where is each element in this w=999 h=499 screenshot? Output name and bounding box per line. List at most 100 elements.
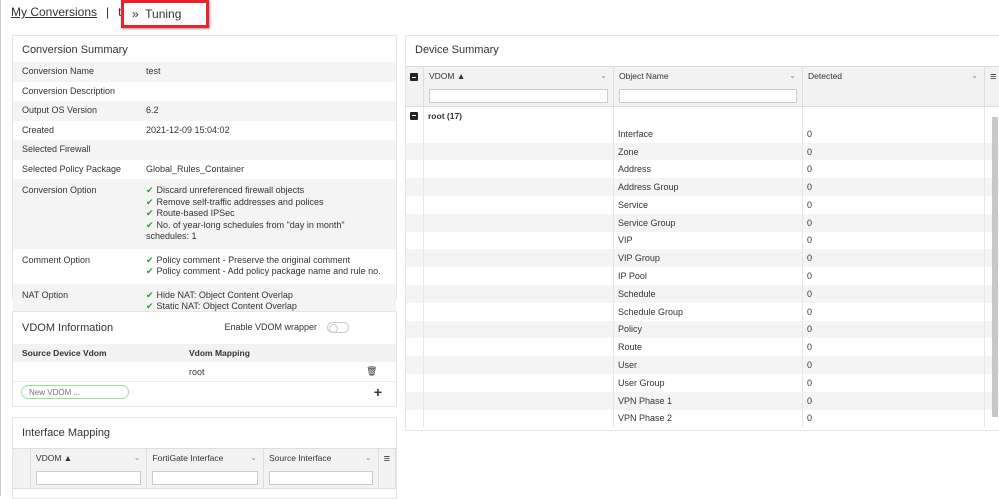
menu-icon[interactable]: ≡ (379, 449, 396, 488)
check-icon: ✔ (146, 208, 154, 218)
option-item: Hide NAT: Object Content Overlap (156, 289, 293, 300)
detected-count: 0 (803, 284, 985, 303)
panel-title: Device Summary (415, 44, 499, 56)
vdom-info-panel: VDOM Information Enable VDOM wrapper Sou… (12, 311, 397, 407)
table-row[interactable]: Zone 0 (406, 142, 999, 161)
filter-vdom[interactable] (35, 471, 142, 485)
option-item: Static NAT: Object Content Overlap (156, 301, 297, 311)
table-row[interactable]: Address 0 (406, 160, 999, 179)
table-row[interactable]: Schedule 0 (406, 284, 999, 303)
summary-row: Output OS Version 6.2 (13, 101, 396, 121)
table-row[interactable]: Service 0 (406, 195, 999, 214)
option-item: Discard unreferenced firewall objects (156, 185, 305, 195)
table-row[interactable]: Route 0 (406, 338, 999, 357)
object-name: Policy (614, 320, 803, 339)
col-detected[interactable]: Detected ⌄ (803, 67, 985, 106)
summary-label: Selected Firewall (22, 144, 91, 154)
check-icon: ✔ (146, 289, 154, 300)
object-name: User Group (614, 373, 803, 392)
table-row[interactable]: Schedule Group 0 (406, 302, 999, 321)
summary-value: 6.2 (146, 105, 159, 115)
detected-count: 0 (803, 231, 985, 250)
detected-count: 0 (803, 267, 985, 285)
filter-object-name[interactable] (619, 89, 797, 103)
panel-title: VDOM Information (22, 322, 114, 334)
detected-count: 0 (803, 373, 985, 392)
col-vdom[interactable]: VDOM ▲ ⌄ (424, 67, 614, 106)
object-name: VIP (614, 231, 803, 250)
vdom-mapping: root (189, 366, 205, 377)
table-row[interactable]: VIP 0 (406, 231, 999, 250)
group-row[interactable]: root (17) (406, 107, 999, 125)
object-name: Address Group (614, 178, 803, 196)
detected-count: 0 (803, 409, 985, 428)
breadcrumb-my-conversions[interactable]: My Conversions (11, 5, 98, 19)
table-row[interactable]: Service Group 0 (406, 213, 999, 232)
filter-source-interface[interactable] (269, 471, 373, 485)
summary-value: 2021-12-09 15:04:02 (146, 124, 230, 135)
chevron-down-icon: ⌄ (600, 71, 607, 80)
object-name: Service (614, 195, 803, 214)
filter-vdom[interactable] (429, 89, 608, 103)
summary-label: Output OS Version (22, 105, 98, 115)
col-mapping: Vdom Mapping (189, 348, 250, 358)
table-row[interactable]: Policy 0 (406, 320, 999, 339)
collapse-all-icon[interactable] (410, 73, 418, 81)
summary-row: Selected Policy Package Global_Rules_Cont… (13, 160, 396, 180)
option-item: Route-based IPSec (156, 208, 235, 218)
breadcrumb-current: » Tuning (121, 0, 209, 28)
col-vdom[interactable]: VDOM ▲ ⌄ (31, 449, 148, 488)
table-row[interactable]: Address Group 0 (406, 178, 999, 196)
object-name: Address (614, 160, 803, 179)
table-row[interactable]: VIP Group 0 (406, 249, 999, 268)
summary-row: Selected Firewall (13, 140, 396, 160)
panel-title: Conversion Summary (22, 44, 128, 56)
detected-count: 0 (803, 338, 985, 357)
summary-row: Conversion Name test (13, 62, 396, 82)
col-object-name[interactable]: Object Name ⌄ (614, 67, 803, 106)
col-source: Source Device Vdom (22, 348, 107, 358)
group-label: root (17) (424, 107, 614, 125)
filter-fortigate-interface[interactable] (152, 471, 258, 485)
summary-label: Comment Option (22, 254, 91, 265)
summary-value: test (146, 66, 161, 76)
vdom-row: root 🗑 (13, 362, 396, 382)
detected-count: 0 (803, 195, 985, 214)
table-row[interactable]: IP Pool 0 (406, 267, 999, 285)
detected-count: 0 (803, 213, 985, 232)
col-fortigate-interface[interactable]: FortiGate Interface ⌄ (147, 449, 264, 488)
menu-icon[interactable]: ≡ (985, 67, 999, 106)
table-row[interactable]: Interface 0 (406, 124, 999, 143)
object-name: Interface (614, 124, 803, 143)
check-icon: ✔ (146, 254, 154, 265)
check-icon: ✔ (146, 301, 154, 311)
trash-icon[interactable]: 🗑 (366, 366, 378, 376)
scrollbar[interactable] (992, 117, 998, 417)
collapse-group-icon[interactable] (410, 111, 418, 120)
check-icon: ✔ (146, 185, 154, 195)
object-name: IP Pool (614, 267, 803, 285)
table-row[interactable]: User Group 0 (406, 373, 999, 392)
object-name: Zone (614, 142, 803, 161)
table-row[interactable]: User 0 (406, 356, 999, 374)
panel-title: Interface Mapping (22, 427, 111, 439)
vdom-wrapper-toggle[interactable] (327, 322, 349, 334)
chevron-down-icon: ⌄ (250, 453, 257, 462)
object-name: Route (614, 338, 803, 357)
plus-icon[interactable]: + (373, 384, 382, 400)
col-source-interface[interactable]: Source Interface ⌄ (264, 449, 379, 488)
device-summary-panel: Device Summary VDOM ▲ ⌄ Object Name ⌄ Dete… (405, 35, 999, 431)
detected-count: 0 (803, 142, 985, 161)
summary-label: Conversion Option (22, 185, 97, 195)
interface-mapping-panel: Interface Mapping VDOM ▲ ⌄ FortiGate Inte… (12, 417, 397, 499)
summary-value: Global_Rules_Container (146, 163, 245, 174)
new-vdom-input[interactable] (21, 385, 129, 399)
option-item: Policy comment - Add policy package name… (156, 266, 381, 276)
breadcrumb-current-label: Tuning (145, 7, 182, 21)
object-name: Schedule (614, 284, 803, 303)
object-name: Schedule Group (614, 302, 803, 321)
option-item: Policy comment - Preserve the original c… (156, 254, 351, 265)
detected-count: 0 (803, 249, 985, 268)
